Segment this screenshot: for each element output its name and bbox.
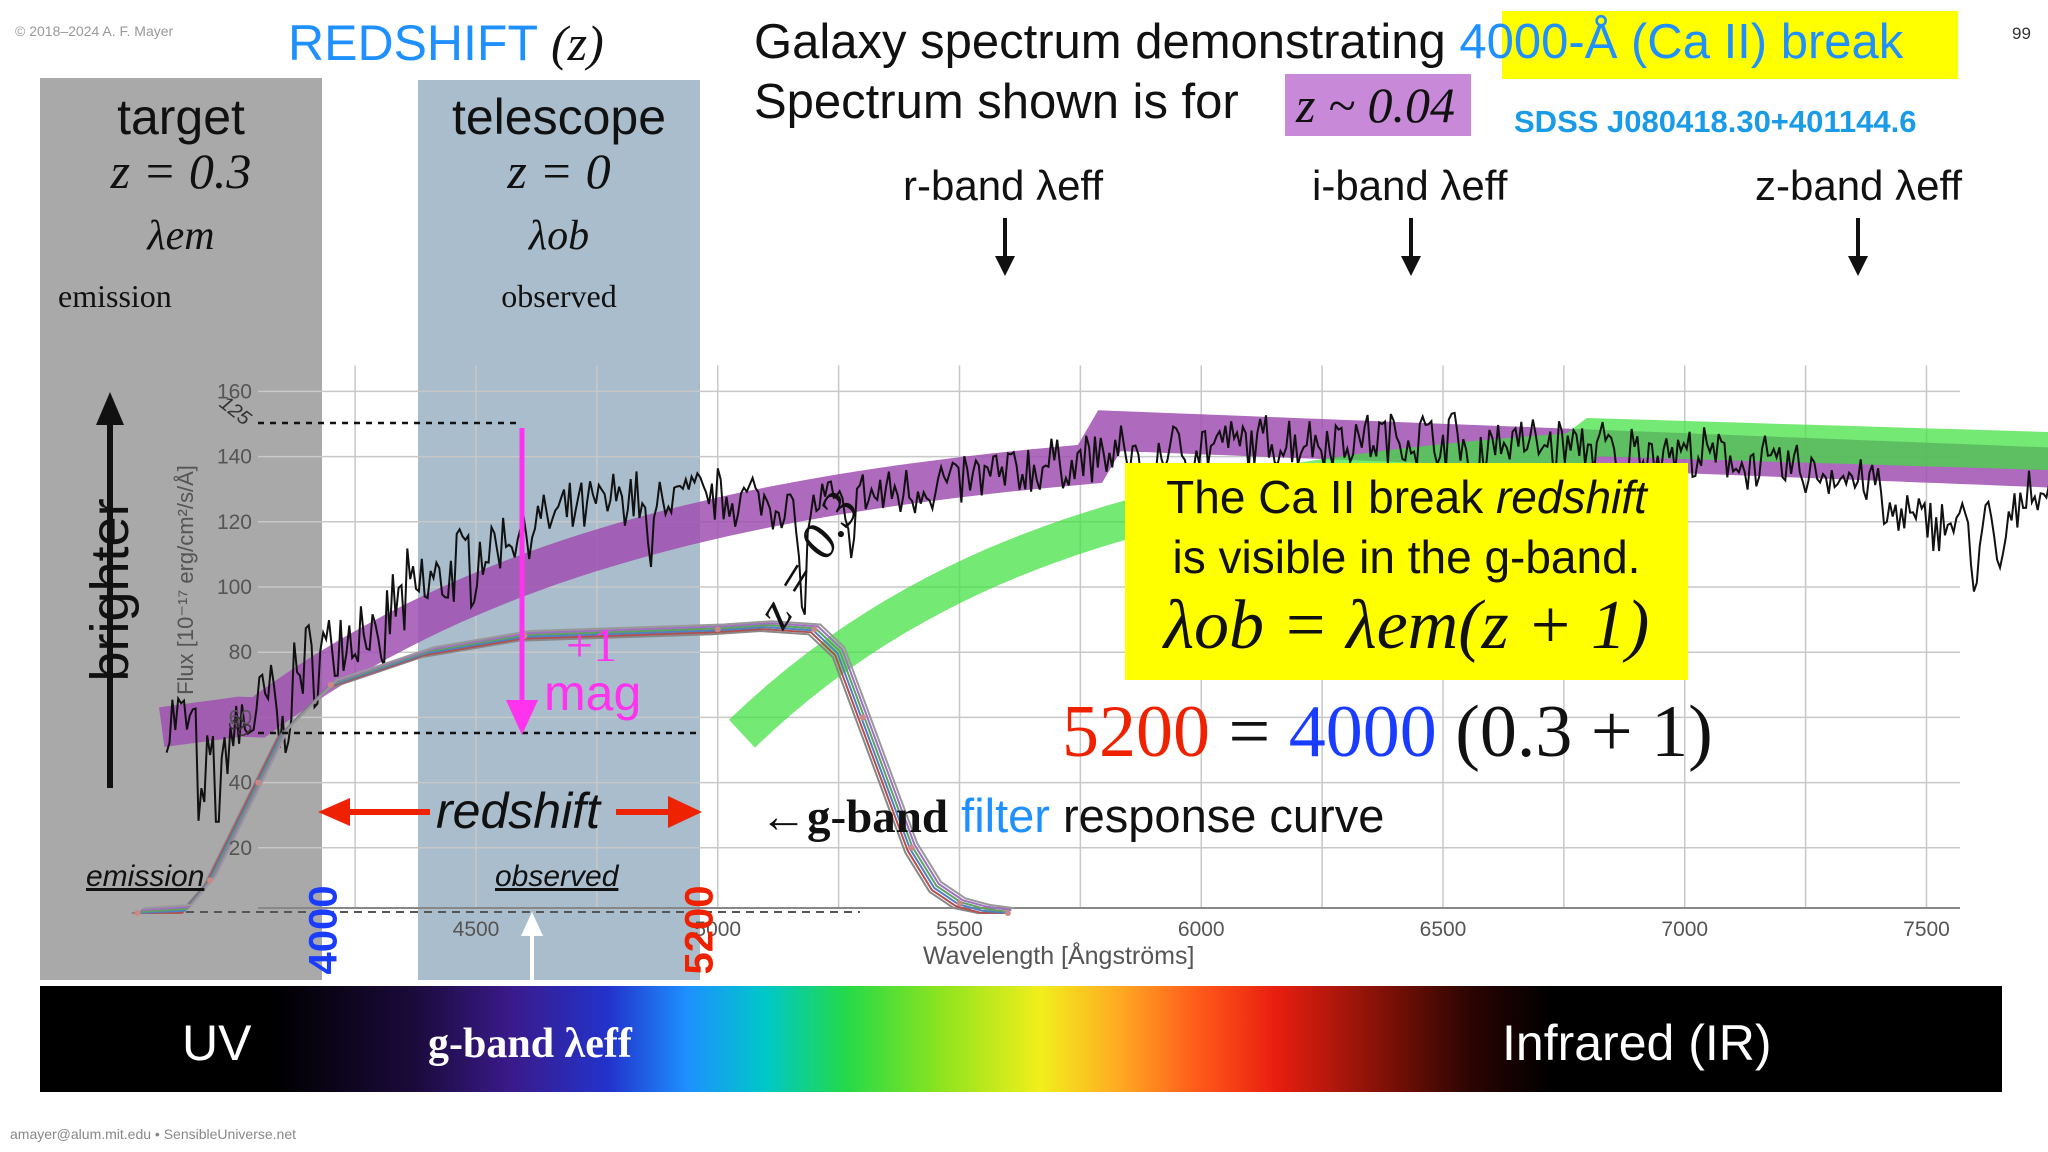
g-filter-marker xyxy=(255,779,262,786)
z-band-label: z-band λeff xyxy=(1755,162,1963,209)
copyright: © 2018–2024 A. F. Mayer xyxy=(15,23,174,39)
x-tick-label: 5000 xyxy=(694,918,741,941)
subtitle-highlight-box xyxy=(1285,74,1471,136)
y-tick-labels: 20 40 60 80 100 120 140 160 xyxy=(217,380,252,859)
subtitle-prefix: Spectrum shown is for xyxy=(754,75,1239,129)
x-tick-label: 7500 xyxy=(1903,918,1950,941)
y-tick-label: 100 xyxy=(217,576,252,599)
eq-equals: = xyxy=(1228,691,1271,773)
x-axis-label: Wavelength [Ångströms] xyxy=(923,942,1195,970)
y-tick-label: 40 xyxy=(229,772,252,795)
magenta-arrowhead xyxy=(506,700,538,735)
target-panel xyxy=(40,78,322,980)
g-filter-curve xyxy=(131,629,1002,914)
ca-box-formula: λob = λem(z + 1) xyxy=(1163,587,1650,664)
g-filter-marker xyxy=(956,900,963,907)
target-role: emission xyxy=(58,278,172,314)
mag-plus-label: +1 xyxy=(566,619,618,672)
ir-label: Infrared (IR) xyxy=(1502,1015,1772,1071)
telescope-lambda: λob xyxy=(528,213,590,259)
y-tick-label: 160 xyxy=(217,380,252,403)
x-tick-label: 5500 xyxy=(936,918,983,941)
ca-box-line1-b: redshift xyxy=(1495,471,1647,523)
mag-word-label: mag xyxy=(544,665,642,721)
g-filter-prefix: ←g-band xyxy=(760,791,949,843)
numeric-equation: 5200 = 4000 (0.3 + 1) xyxy=(1062,690,1713,775)
subtitle: Spectrum shown is for xyxy=(754,74,1239,130)
main-title: Galaxy spectrum demonstrating 4000-Å (Ca… xyxy=(754,14,1903,70)
eq-rest: (0.3 + 1) xyxy=(1455,691,1713,773)
y-tick-label: 120 xyxy=(217,511,252,534)
redshift-symbol: (z) xyxy=(551,15,604,71)
telescope-z: z = 0 xyxy=(507,143,611,199)
g-filter-marker xyxy=(207,877,214,884)
title-highlight: 4000-Å (Ca II) break xyxy=(1459,15,1904,69)
title-highlight-box xyxy=(1502,11,1958,79)
g-filter-filter-word: filter xyxy=(961,789,1050,842)
footer-credit: amayer@alum.mit.edu • SensibleUniverse.n… xyxy=(10,1126,297,1142)
g-filter-curve xyxy=(140,622,1012,912)
g-filter-marker xyxy=(134,910,141,916)
x-tick-labels: 4500500055006000650070007500800085009000 xyxy=(453,918,1950,941)
g-filter-marker xyxy=(859,714,866,721)
y-tick-label: 60 xyxy=(229,706,252,729)
g-band-eff-label: g-band λeff xyxy=(428,1021,632,1067)
lambda-5200-label: 5200 xyxy=(677,885,722,975)
g-filter-suffix: response curve xyxy=(1063,789,1385,842)
spectrum-bar xyxy=(40,986,2002,1092)
y-axis-label: Flux [10⁻¹⁷ erg/cm²/s/Å] xyxy=(173,465,198,695)
g-filter-marker xyxy=(811,626,818,633)
x-tick-label: 6000 xyxy=(1178,918,1225,941)
subtitle-highlight: z ~ 0.04 xyxy=(1296,77,1456,133)
target-title: target xyxy=(117,89,245,145)
ca-box-line2: is visible in the g-band. xyxy=(1172,531,1641,583)
g-filter-marker xyxy=(908,844,915,851)
ca-box-line1: The Ca II break redshift xyxy=(1125,470,1688,524)
telescope-role: observed xyxy=(501,278,617,314)
g-filter-marker xyxy=(714,626,721,633)
redshift-arrow-right-head xyxy=(668,796,702,828)
brighter-label: brighter xyxy=(80,498,140,682)
g-band-eff-arrowhead xyxy=(521,912,543,936)
slide-number: 99 xyxy=(2012,24,2031,43)
bottom-observed-label: observed xyxy=(495,860,619,893)
ca-ii-box xyxy=(1125,463,1688,680)
g-filter-response-curves xyxy=(131,620,1014,916)
y-tick-label: 140 xyxy=(217,446,252,469)
eq-5200: 5200 xyxy=(1062,691,1210,773)
y-tick-label: 20 xyxy=(229,837,252,860)
i-band-label: i-band λeff xyxy=(1312,162,1508,209)
g-filter-marker xyxy=(327,681,334,688)
x-tick-label: 7000 xyxy=(1661,918,1708,941)
redshift-word: REDSHIFT xyxy=(288,15,538,71)
object-id: SDSS J080418.30+401144.6 xyxy=(1514,104,1917,139)
title-prefix: Galaxy spectrum demonstrating xyxy=(754,15,1446,69)
redshift-title: REDSHIFT (z) xyxy=(288,14,604,72)
x-tick-label: 4500 xyxy=(453,918,500,941)
g-filter-curve xyxy=(143,620,1014,910)
g-filter-marker xyxy=(1004,910,1011,916)
r-band-label: r-band λeff xyxy=(903,162,1104,209)
lambda-4000-label: 4000 xyxy=(301,885,346,975)
telescope-title: telescope xyxy=(451,89,667,145)
g-filter-caption: ←g-band filter response curve xyxy=(760,788,1384,844)
ca-box-line1-a: The Ca II break xyxy=(1166,471,1484,523)
y-tick-label: 80 xyxy=(229,641,252,664)
x-tick-label: 6500 xyxy=(1420,918,1467,941)
galaxy-spectrum-line xyxy=(165,411,2048,823)
redshift-arrow-label: redshift xyxy=(436,783,600,839)
uv-label: UV xyxy=(182,1015,252,1071)
bottom-emission-label: emission xyxy=(86,860,205,893)
g-filter-curve xyxy=(134,628,1005,914)
eq-4000: 4000 xyxy=(1288,691,1437,773)
target-lambda: λem xyxy=(147,213,215,259)
target-z: z = 0.3 xyxy=(110,143,252,199)
brighter-arrowhead xyxy=(96,392,124,425)
redshift-arrow-left-head xyxy=(318,798,350,826)
band-arrows xyxy=(995,218,1868,276)
